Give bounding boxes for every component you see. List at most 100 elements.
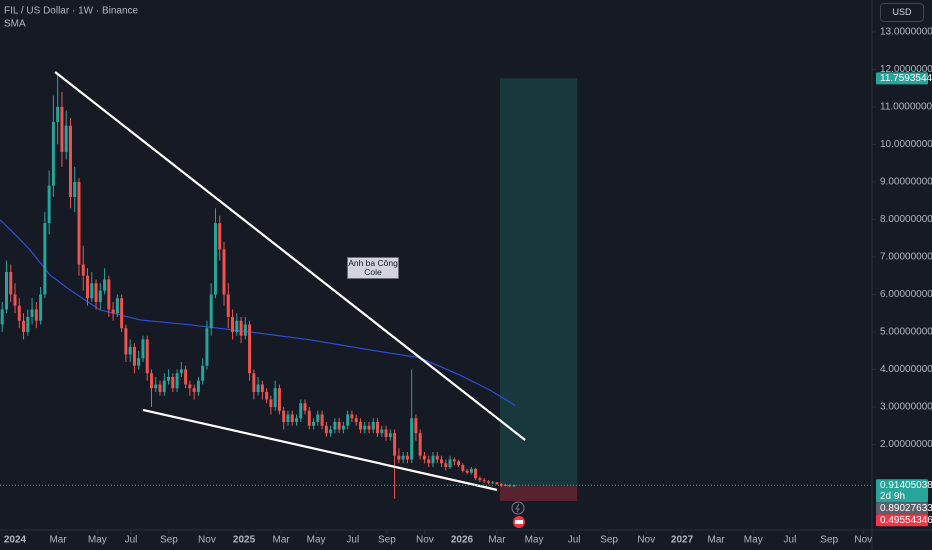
y-tick-label: 10.00000000 [880, 139, 932, 150]
candle-body [393, 433, 397, 456]
candle-body [431, 455, 435, 464]
candle-body [243, 324, 247, 336]
indicator-label: SMA [4, 19, 26, 30]
candle-body [363, 425, 367, 430]
candle-body [303, 403, 307, 411]
candle-body [60, 106, 64, 152]
candle-body [98, 290, 102, 302]
candle-body [478, 478, 482, 481]
price-label-bg [876, 514, 928, 527]
candle-body [312, 421, 316, 426]
y-tick-label: 5.00000000 [880, 327, 932, 338]
candle-body [286, 414, 290, 422]
candle-body [367, 425, 371, 430]
candle-body [401, 455, 405, 460]
candle-body [376, 421, 380, 434]
currency-button[interactable]: USD [880, 3, 924, 22]
candle-body [107, 279, 111, 310]
candle-body [329, 429, 333, 434]
x-tick-label: Sep [820, 535, 838, 546]
x-tick-label: Jul [125, 535, 138, 546]
candle-body [17, 305, 21, 321]
candle-body [209, 294, 213, 329]
candle-body [410, 418, 414, 460]
candle-body [128, 346, 132, 355]
x-tick-label: May [88, 535, 107, 546]
candle-body [397, 455, 401, 460]
candle-body [167, 376, 171, 381]
x-tick-label: Nov [416, 535, 434, 546]
candle-body [371, 421, 375, 430]
plot-area [0, 71, 872, 501]
candle-body [13, 294, 17, 306]
candle-body [265, 391, 269, 400]
candle-body [132, 346, 136, 366]
candle-body [307, 410, 311, 426]
candle-body [103, 279, 107, 291]
candle-body [346, 414, 350, 426]
candle-body [124, 328, 128, 355]
event-icon [515, 520, 523, 524]
price-label: 0.49554346 [880, 515, 932, 526]
candle-body [192, 388, 196, 392]
candle-body [248, 324, 252, 374]
candle-body [162, 380, 166, 392]
candle-body [457, 461, 461, 466]
event-icon [511, 501, 525, 515]
candle-body [295, 418, 298, 422]
x-tick-label: Sep [378, 535, 396, 546]
price-label-bg [876, 72, 928, 85]
candle-body [94, 283, 98, 302]
candle-body [43, 223, 47, 295]
trendline [54, 71, 526, 441]
y-tick-label: 12.00000000 [880, 64, 932, 75]
candle-body [239, 320, 243, 336]
candle-body [358, 421, 362, 430]
candle-body [350, 414, 354, 419]
candle-body [231, 316, 235, 332]
price-label-bg [876, 479, 928, 503]
sma-line [0, 219, 516, 406]
candle-body [77, 181, 81, 265]
price-label: 0.89027633 [880, 503, 932, 514]
candle-body [452, 459, 456, 462]
candle-body [0, 309, 4, 325]
x-tick-label: Nov [637, 535, 655, 546]
candle-body [39, 294, 43, 321]
candle-body [252, 373, 256, 392]
y-tick-label: 2.00000000 [880, 439, 932, 450]
x-tick-label: Mar [488, 535, 506, 546]
x-tick-label: 2026 [451, 535, 474, 546]
candle-body [469, 468, 473, 473]
candle-body [175, 373, 179, 389]
candle-body [422, 455, 426, 460]
candle-body [256, 384, 260, 392]
candle-body [512, 485, 516, 487]
price-label: 0.91405038 [880, 480, 932, 491]
candle-body [111, 309, 115, 314]
candle-body [482, 480, 486, 482]
candle-body [316, 414, 320, 422]
candle-body [444, 463, 448, 467]
y-tick-label: 6.00000000 [880, 289, 932, 300]
candle-body [435, 455, 439, 460]
candle-body [384, 429, 388, 437]
y-tick-label: 7.00000000 [880, 252, 932, 263]
candle-body [333, 421, 337, 430]
x-tick-label: May [525, 535, 544, 546]
candle-body [341, 425, 345, 430]
candle-body [56, 106, 60, 122]
x-tick-label: 2025 [233, 535, 256, 546]
x-tick-label: Sep [600, 535, 618, 546]
candle-body [273, 388, 277, 407]
y-tick-label: 3.00000000 [880, 402, 932, 413]
x-tick-label: May [307, 535, 326, 546]
candle-body [179, 369, 183, 374]
candle-body [218, 223, 222, 250]
candle-body [145, 339, 149, 374]
candle-body [299, 403, 303, 419]
candle-body [388, 433, 392, 437]
candle-body [115, 298, 119, 314]
